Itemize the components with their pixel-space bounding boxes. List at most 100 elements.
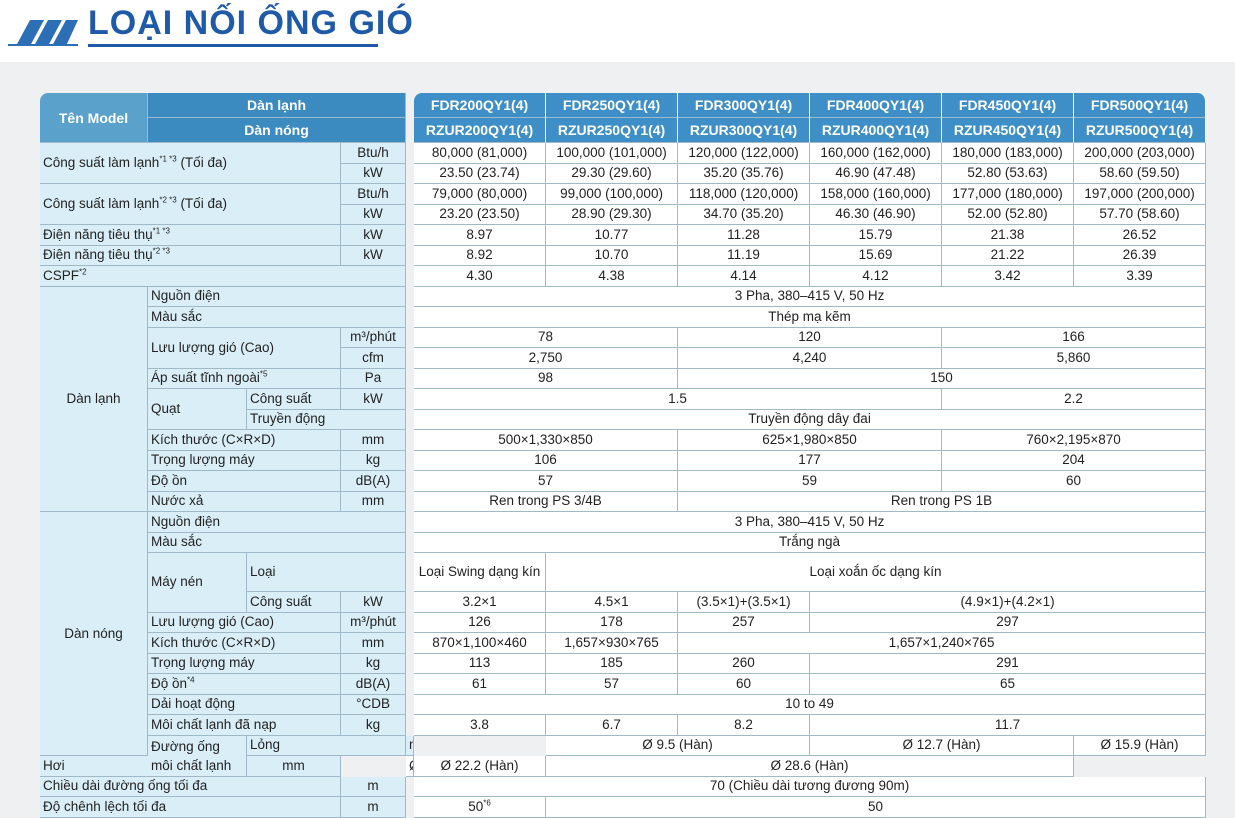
outdoor-range-label: Dải hoạt động bbox=[148, 694, 341, 715]
value-cell: 257 bbox=[678, 612, 811, 633]
value-cell: 3.8 bbox=[414, 715, 547, 736]
value-cell: 60 bbox=[678, 674, 811, 695]
value-cell: 59 bbox=[678, 471, 943, 492]
value-cell: 2.2 bbox=[942, 389, 1207, 410]
value-cell: Loại xoắn ốc dạng kín bbox=[546, 553, 1207, 592]
indoor-drain-label: Nước xả bbox=[148, 491, 341, 512]
value-cell: 3.2×1 bbox=[414, 592, 547, 613]
gap-cell bbox=[406, 512, 415, 533]
table-row: Độ ồn dB(A) 57 59 60 bbox=[40, 471, 1207, 492]
value-cell: Ren trong PS 1B bbox=[678, 491, 1207, 512]
value-cell: 1,657×1,240×765 bbox=[678, 633, 1207, 654]
value-cell: 10 to 49 bbox=[414, 694, 1207, 715]
value-cell: 60 bbox=[942, 471, 1207, 492]
value-cell: 11.28 bbox=[678, 225, 811, 246]
unit-cell: m³/phút bbox=[341, 612, 407, 633]
unit-cell: kW bbox=[341, 592, 407, 613]
value-cell: 58.60 (59.50) bbox=[1074, 163, 1207, 184]
table-row: Lưu lượng gió (Cao) m³/phút 126 178 257 … bbox=[40, 612, 1207, 633]
indoor-group-label: Dàn lạnh bbox=[40, 286, 148, 512]
gap-cell bbox=[406, 471, 415, 492]
table-row: Chiều dài đường ống tối đa m 70 (Chiều d… bbox=[40, 776, 1207, 797]
gap-cell bbox=[406, 694, 415, 715]
value-cell: Ø 15.9 (Hàn) bbox=[1074, 735, 1207, 756]
value-cell: 50 bbox=[546, 797, 1207, 818]
table-row: Độ ồn*4 dB(A) 61 57 60 65 bbox=[40, 674, 1207, 695]
value-cell: 70 (Chiều dài tương đương 90m) bbox=[414, 776, 1207, 797]
value-cell: 4.30 bbox=[414, 266, 547, 287]
value-cell: 15.79 bbox=[810, 225, 943, 246]
gap-cell bbox=[406, 409, 415, 430]
indoor-noise-label: Độ ồn bbox=[148, 471, 341, 492]
value-cell: Ø 12.7 (Hàn) bbox=[810, 735, 1075, 756]
value-cell: 52.80 (53.63) bbox=[942, 163, 1075, 184]
value-cell: 4.5×1 bbox=[546, 592, 679, 613]
indoor-fan-capacity-label: Công suất bbox=[247, 389, 341, 410]
value-cell: 120,000 (122,000) bbox=[678, 143, 811, 164]
unit-cell: Btu/h bbox=[341, 143, 407, 164]
unit-cell: kg bbox=[341, 653, 407, 674]
gap-cell bbox=[406, 163, 415, 184]
value-cell: 197,000 (200,000) bbox=[1074, 184, 1207, 205]
model-indoor: FDR450QY1(4) bbox=[942, 93, 1075, 118]
unit-cell: Btu/h bbox=[341, 184, 407, 205]
table-row: CSPF*2 4.30 4.38 4.14 4.12 3.42 3.39 bbox=[40, 266, 1207, 287]
value-cell: Ren trong PS 3/4B bbox=[414, 491, 679, 512]
value-cell: 291 bbox=[810, 653, 1207, 674]
value-cell: 177,000 (180,000) bbox=[942, 184, 1075, 205]
outdoor-dim-label: Kích thước (C×R×D) bbox=[148, 633, 341, 654]
gap-cell bbox=[406, 389, 415, 410]
value-cell: 50*6 bbox=[414, 797, 547, 818]
value-cell: 120 bbox=[678, 327, 943, 348]
value-cell: Ø 22.2 (Hàn) bbox=[414, 756, 547, 777]
model-indoor: FDR400QY1(4) bbox=[810, 93, 943, 118]
value-cell: 3.42 bbox=[942, 266, 1075, 287]
unit-cell: mm bbox=[341, 430, 407, 451]
value-cell: 3 Pha, 380–415 V, 50 Hz bbox=[414, 286, 1207, 307]
unit-cell: Pa bbox=[341, 368, 407, 389]
value-cell: 11.7 bbox=[810, 715, 1207, 736]
table-row: Máy nén Loại Loại Swing dạng kín Loại xo… bbox=[40, 553, 1207, 613]
cspf-label: CSPF*2 bbox=[40, 266, 407, 287]
table-row: Áp suất tĩnh ngoài*5 Pa 98 150 bbox=[40, 368, 1207, 389]
gap-cell bbox=[406, 553, 415, 592]
gap-cell bbox=[406, 368, 415, 389]
table-row: cfm 2,750 4,240 5,860 bbox=[40, 348, 1207, 369]
value-cell: 10.77 bbox=[546, 225, 679, 246]
piping-group-label: Đường ống môi chất lạnh bbox=[148, 735, 247, 777]
unit-cell: dB(A) bbox=[341, 471, 407, 492]
compressor-capacity-label: Công suất bbox=[247, 592, 341, 613]
value-cell: 52.00 (52.80) bbox=[942, 204, 1075, 225]
unit-cell: kW bbox=[341, 225, 407, 246]
indoor-unit-header: Dàn lạnh bbox=[148, 93, 407, 118]
title-band bbox=[0, 0, 1235, 62]
header-row-outdoor: Dàn nóng RZUR200QY1(4) RZUR250QY1(4) RZU… bbox=[40, 118, 1207, 143]
model-outdoor: RZUR300QY1(4) bbox=[678, 118, 811, 143]
value-cell: 760×2,195×870 bbox=[942, 430, 1207, 451]
value-cell: 98 bbox=[414, 368, 679, 389]
table-row: Công suất kW 3.2×1 4.5×1 (3.5×1)+(3.5×1)… bbox=[40, 592, 1207, 613]
gap-cell bbox=[406, 266, 415, 287]
gap-cell bbox=[406, 592, 415, 613]
title-underline bbox=[88, 44, 378, 47]
table-row: Màu sắc Thép mạ kẽm bbox=[40, 307, 1207, 328]
table-row: Kích thước (C×R×D) mm 870×1,100×460 1,65… bbox=[40, 633, 1207, 654]
gap-cell bbox=[406, 204, 415, 225]
header-gap bbox=[406, 93, 415, 143]
indoor-color-label: Màu sắc bbox=[148, 307, 407, 328]
unit-cell: mm bbox=[341, 491, 407, 512]
gap-cell bbox=[406, 307, 415, 328]
gap-cell bbox=[406, 674, 415, 695]
value-cell: 23.50 (23.74) bbox=[414, 163, 547, 184]
value-cell: 8.2 bbox=[678, 715, 811, 736]
table-row: Trọng lượng máy kg 113 185 260 291 bbox=[40, 653, 1207, 674]
value-cell: 4.38 bbox=[546, 266, 679, 287]
table-row: Truyền động Truyền động dây đai bbox=[40, 409, 1207, 430]
value-cell: Ø 19.1 (Hàn) bbox=[406, 756, 415, 777]
unit-cell: m bbox=[341, 797, 407, 818]
outdoor-group-label: Dàn nóng bbox=[40, 512, 148, 756]
value-cell: 150 bbox=[678, 368, 1207, 389]
value-cell: 11.19 bbox=[678, 245, 811, 266]
model-outdoor: RZUR200QY1(4) bbox=[414, 118, 547, 143]
spec-table: Tên Model Dàn lạnh FDR200QY1(4) FDR250QY… bbox=[40, 93, 1207, 818]
